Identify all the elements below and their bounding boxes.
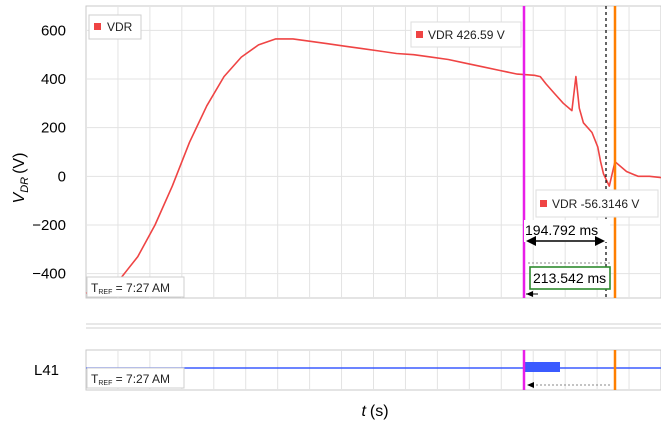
tref-main-suffix: = 7:27 AM	[112, 281, 170, 295]
main-gridlines	[86, 6, 661, 298]
y-tick-label: 600	[41, 22, 66, 39]
measurement-2-box	[529, 266, 611, 290]
cursor-a-readout: VDR 426.59 V	[410, 21, 522, 48]
y-tick-label: 0	[58, 168, 66, 185]
y-tick-label: 400	[41, 71, 66, 88]
legend: VDR	[88, 14, 142, 40]
x-axis-label-main: t	[361, 403, 366, 420]
cursor-a-readout-swatch	[416, 31, 423, 38]
cursor-b-readout-box	[535, 189, 659, 218]
tref-lane-box	[86, 367, 185, 389]
cursor-b-readout: VDR -56.3146 V	[535, 189, 659, 218]
cursor-a-readout-box	[410, 21, 522, 48]
measurement-2: 213.542 ms	[526, 266, 611, 297]
y-tick-labels: 600 400 200 0 −200 −400	[32, 22, 66, 282]
tref-lane-prefix: T	[91, 372, 99, 386]
y-tick-label: 200	[41, 120, 66, 137]
measurement-2-arrow-left	[526, 291, 533, 297]
measurement-2-text: 213.542 ms	[533, 270, 606, 286]
tref-lane-sub: REF	[98, 380, 112, 387]
y-axis-label-unit: (V)	[11, 153, 28, 174]
y-axis-label-main: V	[11, 191, 28, 203]
digital-lane-label: L41	[34, 362, 59, 379]
tref-lane-text: TREF = 7:27 AM	[91, 372, 170, 387]
y-axis-label: VDR (V)	[11, 153, 31, 204]
cursor-a-readout-text: VDR 426.59 V	[428, 28, 505, 42]
x-axis-label: t (s)	[361, 403, 388, 420]
x-axis-label-unit: (s)	[370, 403, 389, 420]
digital-arrow-left	[527, 382, 534, 388]
tref-main-prefix: T	[91, 281, 99, 295]
measurement-1: 194.792 ms	[524, 220, 610, 246]
measurement-1-arrow-right	[595, 236, 605, 246]
tref-main-text: TREF = 7:27 AM	[91, 281, 170, 296]
tref-lane: TREF = 7:27 AM	[86, 367, 185, 389]
cursor-b-readout-text: VDR -56.3146 V	[552, 197, 639, 211]
measurement-1-arrow-left	[526, 236, 536, 246]
tref-main: TREF = 7:27 AM	[86, 276, 185, 298]
tref-lane-suffix: = 7:27 AM	[112, 372, 170, 386]
measurement-1-box	[524, 220, 610, 242]
cursor-b-readout-swatch	[540, 200, 547, 207]
y-tick-label: −400	[32, 266, 66, 283]
legend-swatch	[94, 23, 101, 30]
measurement-1-text: 194.792 ms	[525, 222, 598, 238]
legend-label: VDR	[107, 20, 133, 34]
y-tick-label: −200	[32, 217, 66, 234]
series-line-vdr	[85, 38, 661, 294]
tref-main-sub: REF	[98, 289, 112, 296]
y-axis-label-sub: DR	[19, 177, 31, 193]
digital-signal-segment	[525, 362, 560, 372]
tref-main-box	[86, 276, 185, 298]
